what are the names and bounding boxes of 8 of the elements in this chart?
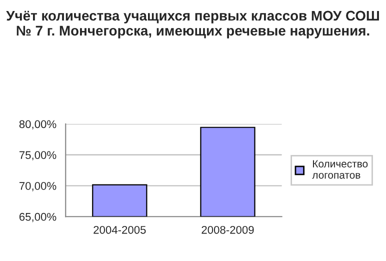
x-tick-label: 2008-2009 [202, 226, 254, 234]
legend-label: Количество логопатов [312, 160, 368, 179]
y-tick-label: 80,00% [19, 120, 56, 130]
y-tick-label: 75,00% [19, 151, 56, 160]
y-tick-label: 65,00% [19, 212, 56, 222]
chart-title: Учёт количества учащихся первых классов МОУ СОШ № 7 г. Мончегорска, имеющих речевые нарушения. [6, 10, 379, 38]
y-tick-label: 70,00% [19, 182, 56, 192]
x-tick-label: 2004-2005 [94, 226, 146, 234]
